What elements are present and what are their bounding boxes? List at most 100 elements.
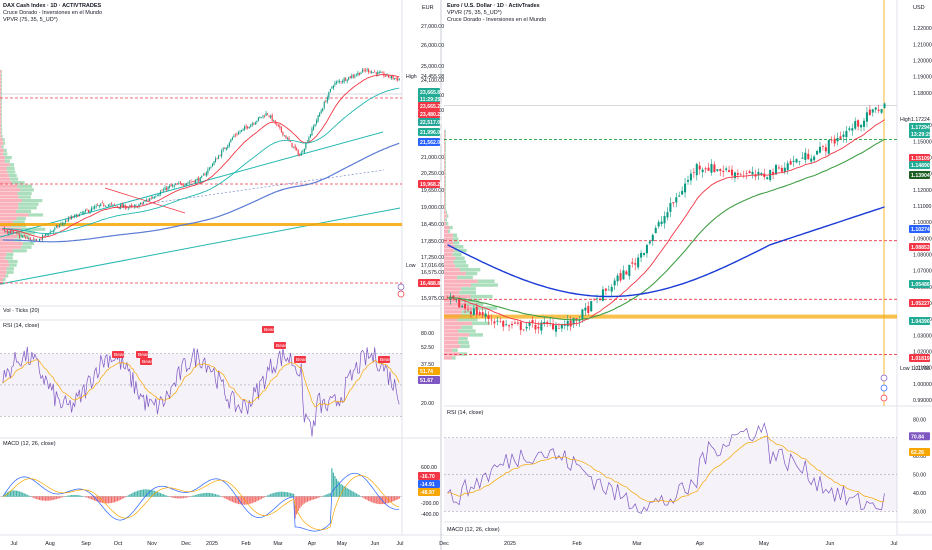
right-candle <box>798 161 801 162</box>
left-macd-hist <box>201 493 203 497</box>
right-candle <box>713 164 716 172</box>
left-candle <box>340 81 342 82</box>
left-candle <box>293 146 295 148</box>
left-macd-hist <box>94 496 96 501</box>
left-macd-hist <box>57 496 59 499</box>
left-macd-hist <box>332 472 335 497</box>
left-vpvr-bar-down <box>6 270 14 274</box>
left-macd-hist <box>234 496 237 504</box>
left-candle <box>247 126 249 129</box>
right-time-tick: Jun <box>826 541 835 547</box>
right-price-tick: 1.07000 <box>913 269 932 275</box>
right-time-tick: May <box>759 541 769 547</box>
left-candle <box>149 198 151 201</box>
left-alert-icon <box>397 290 405 298</box>
right-price-tag: 1.08853 <box>911 245 930 251</box>
left-macd-hist <box>29 496 31 497</box>
left-candle <box>8 231 10 234</box>
left-vpvr-bar-up <box>0 123 2 127</box>
right-ema-slow <box>447 206 885 298</box>
right-price-tag-bg <box>909 154 930 162</box>
left-candle <box>374 71 376 73</box>
left-candle <box>92 207 94 209</box>
right-chart[interactable]: 1.220001.210001.200001.190001.180001.160… <box>439 0 932 550</box>
right-vpvr-bar-up <box>444 356 453 360</box>
left-bear-badge <box>274 342 286 349</box>
right-vpvr-bar-down <box>455 264 469 268</box>
right-price-tag: 1.05486 <box>911 282 930 288</box>
left-macd-hist <box>20 491 22 497</box>
left-price-tick: 27,000.00 <box>421 24 444 30</box>
left-macd-hist <box>184 496 186 498</box>
left-candle <box>351 75 353 79</box>
right-price-tag-bg <box>909 354 930 362</box>
left-macd-hist <box>369 496 371 502</box>
left-candle <box>352 74 354 77</box>
right-rsi-legend[interactable]: RSI (14, close) <box>447 410 484 416</box>
left-candle <box>195 179 197 184</box>
left-macd-hist <box>360 496 362 497</box>
right-candle <box>774 165 778 175</box>
right-candle <box>522 329 525 331</box>
right-candle <box>707 167 710 171</box>
right-vpvr-bar-down <box>444 179 446 184</box>
left-macd-hist <box>224 496 226 499</box>
right-macd-legend[interactable]: MACD (12, 26, close) <box>447 527 500 533</box>
right-candle <box>478 312 481 315</box>
left-macd-hist <box>48 496 50 501</box>
left-macd-hist <box>141 489 143 497</box>
right-vpvr-bar-down <box>477 279 495 283</box>
right-vpvr-bar-down <box>445 145 446 149</box>
left-vpvr-bar-up <box>0 256 6 260</box>
right-vpvr-bar-down <box>446 222 449 226</box>
right-indicator-vpvr[interactable]: VPVR (75, 35, 5_UD*) <box>447 10 502 16</box>
left-indicator-vpvr[interactable]: VPVR (75, 35, 5_UD*) <box>3 17 58 23</box>
left-candle <box>190 181 192 182</box>
left-vpvr-bar-up <box>0 134 2 138</box>
left-vpvr-bar-down <box>1 77 2 81</box>
right-candle <box>598 298 602 301</box>
left-macd-hist <box>38 496 41 500</box>
left-currency-label[interactable]: EUR <box>422 5 434 11</box>
left-vpvr-bar-up <box>0 181 12 185</box>
left-candle <box>68 217 70 221</box>
left-indicator-golden-cross[interactable]: Cruce Dorado - Inversiones en el Mundo <box>3 10 103 16</box>
left-candle <box>225 147 227 150</box>
left-candle <box>12 231 15 233</box>
left-candle <box>244 126 246 130</box>
left-vpvr-bar-up <box>0 105 2 110</box>
right-vpvr-bar-up <box>444 348 453 352</box>
left-macd-hist <box>193 495 195 497</box>
left-candle <box>397 77 399 81</box>
left-candle <box>14 232 16 233</box>
left-macd-hist <box>354 492 356 497</box>
right-currency-label[interactable]: USD <box>913 5 925 11</box>
left-vpvr-bar-down <box>20 188 34 192</box>
left-volume-legend[interactable]: Vol · Ticks (20) <box>3 308 40 314</box>
left-time-tick: Aug <box>45 541 55 547</box>
right-low-value: 1.01766 <box>911 366 930 372</box>
left-candle <box>322 108 324 112</box>
left-macd-legend[interactable]: MACD (12, 26, close) <box>3 441 56 447</box>
left-price-tag: 21,562.00 <box>420 140 443 146</box>
right-price-tick: 1.22000 <box>913 26 932 32</box>
left-macd-hist <box>279 491 281 497</box>
right-ema-mid <box>447 138 885 321</box>
left-macd-hist <box>113 496 116 503</box>
left-vpvr-bar-down <box>3 277 6 282</box>
right-candle <box>684 183 687 193</box>
left-price-tick: 18,450.00 <box>421 222 444 228</box>
left-price-tick: 20,250.00 <box>421 171 444 177</box>
left-rsi-legend[interactable]: RSI (14, close) <box>3 323 40 329</box>
left-candle <box>325 101 327 103</box>
right-candle <box>701 169 704 173</box>
left-macd-hist <box>375 496 377 504</box>
right-candle <box>601 289 604 301</box>
right-candle <box>604 288 607 291</box>
left-macd-hist <box>244 496 246 505</box>
right-indicator-golden-cross[interactable]: Cruce Dorado - Inversiones en el Mundo <box>447 17 547 23</box>
left-macd-hist <box>162 494 165 497</box>
left-macd-hist <box>41 496 44 501</box>
left-macd-hist <box>345 487 347 497</box>
